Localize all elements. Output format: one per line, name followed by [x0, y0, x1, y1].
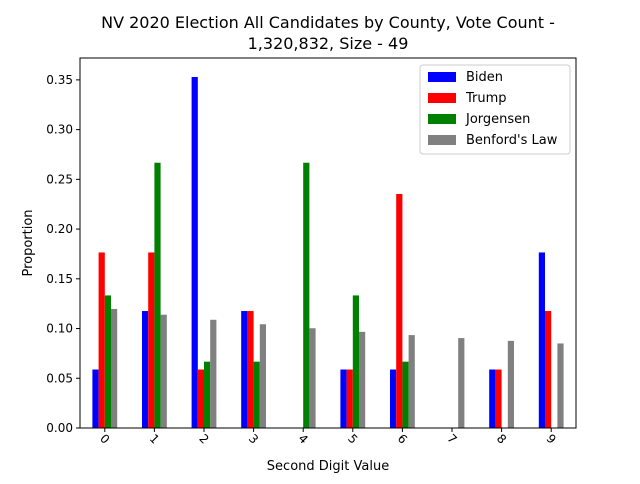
bar-jorgensen-3	[253, 361, 260, 428]
bar-biden-0	[92, 369, 99, 428]
bar-trump-1	[148, 252, 155, 428]
legend-entry: Biden	[466, 70, 503, 85]
bar-benford-s-law-4	[309, 328, 316, 428]
bars-layer	[92, 77, 564, 429]
bar-benford-s-law-8	[507, 340, 514, 428]
y-tick-label: 0.20	[46, 222, 73, 236]
bar-jorgensen-0	[104, 295, 111, 428]
bar-biden-8	[489, 369, 496, 428]
bar-trump-9	[545, 311, 552, 428]
y-axis-label: Proportion	[21, 209, 36, 276]
y-tick-label: 0.10	[46, 322, 73, 336]
bar-jorgensen-2	[204, 361, 211, 428]
bar-benford-s-law-9	[557, 343, 564, 428]
legend-frame	[419, 64, 571, 155]
bar-trump-2	[197, 369, 204, 428]
chart-title-line1: NV 2020 Election All Candidates by Count…	[101, 13, 555, 32]
bar-trump-0	[98, 252, 105, 428]
bar-jorgensen-4	[303, 162, 310, 429]
plot-frame	[79, 57, 577, 429]
legend-swatch	[428, 114, 456, 124]
y-tick-label: 0.35	[46, 73, 73, 87]
bar-biden-3	[241, 311, 248, 428]
bar-jorgensen-6	[402, 361, 409, 428]
legend-swatch	[428, 72, 456, 82]
bar-trump-3	[247, 311, 254, 428]
bar-trump-6	[396, 193, 403, 428]
bar-trump-5	[346, 369, 353, 428]
bar-benford-s-law-0	[111, 308, 118, 428]
bar-benford-s-law-6	[408, 335, 415, 428]
bar-jorgensen-5	[352, 295, 359, 428]
bar-trump-8	[495, 369, 502, 428]
y-tick-label: 0.15	[46, 272, 73, 286]
legend-entry: Jorgensen	[465, 112, 530, 127]
bar-biden-6	[390, 369, 397, 428]
bar-benford-s-law-1	[160, 314, 167, 428]
y-tick-label: 0.05	[46, 371, 73, 385]
y-tick-label: 0.00	[46, 421, 73, 435]
x-axis-label: Second Digit Value	[267, 459, 389, 474]
legend-entry: Trump	[465, 91, 507, 106]
bar-biden-1	[142, 311, 149, 428]
legend-swatch	[428, 135, 456, 145]
bar-benford-s-law-7	[458, 338, 465, 428]
bar-benford-s-law-3	[259, 324, 266, 428]
bar-biden-9	[538, 252, 545, 428]
bar-biden-5	[340, 369, 347, 428]
legend-swatch	[428, 93, 456, 103]
legend-entry: Benford's Law	[466, 133, 558, 148]
bar-benford-s-law-5	[359, 331, 366, 428]
chart-title-line2: 1,320,832, Size - 49	[248, 34, 409, 53]
bar-biden-2	[191, 77, 198, 428]
legend: Biden Trump Jorgensen Benford's Law	[419, 64, 571, 155]
y-tick-label: 0.30	[46, 123, 73, 137]
bar-jorgensen-1	[154, 162, 161, 429]
y-tick-label: 0.25	[46, 172, 73, 186]
y-axis: 0.00 0.05 0.10 0.15 0.20 0.25 0.30 0.35	[46, 73, 80, 435]
bar-benford-s-law-2	[210, 319, 217, 428]
